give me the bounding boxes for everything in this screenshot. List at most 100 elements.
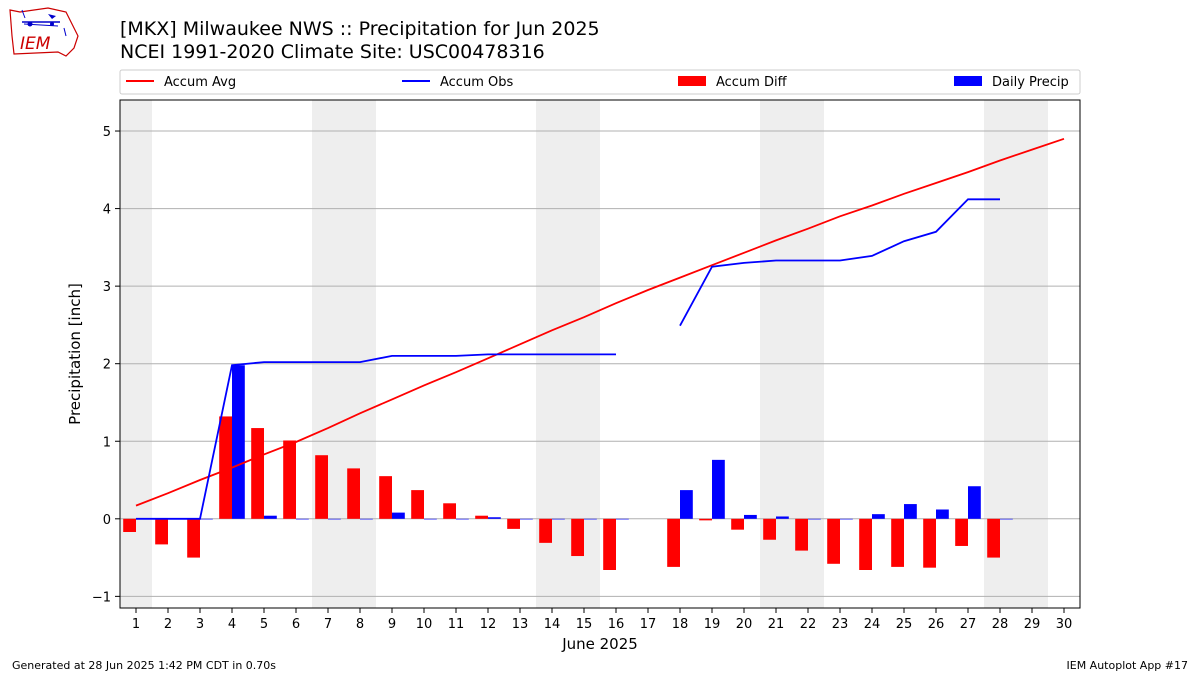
x-tick-label: 20 — [736, 617, 753, 632]
daily-precip-bar — [1000, 518, 1013, 520]
footer-generated: Generated at 28 Jun 2025 1:42 PM CDT in … — [12, 659, 277, 672]
x-tick-label: 17 — [640, 617, 657, 632]
x-tick-label: 12 — [480, 617, 497, 632]
x-tick-label: 25 — [896, 617, 913, 632]
accum-diff-bar — [475, 515, 488, 519]
x-tick-label: 13 — [512, 617, 529, 632]
x-axis-label: June 2025 — [561, 635, 638, 653]
daily-precip-bar — [744, 514, 757, 519]
x-tick-label: 10 — [416, 617, 433, 632]
accum-diff-bar — [219, 416, 232, 519]
accum-diff-bar — [571, 518, 584, 557]
x-tick-label: 5 — [260, 617, 268, 632]
plot-frame — [119, 99, 1081, 609]
accum-diff-bar — [699, 518, 712, 521]
accum-diff-bar — [411, 490, 424, 519]
daily-precip-bar — [360, 518, 373, 520]
y-tick-label: 2 — [103, 358, 111, 373]
accum-diff-bar — [731, 518, 744, 530]
accum-diff-bar — [315, 455, 328, 519]
x-tick-label: 21 — [768, 617, 785, 632]
chart-title-line1: [MKX] Milwaukee NWS :: Precipitation for… — [120, 18, 600, 40]
daily-precip-bar — [456, 518, 469, 520]
legend-label: Accum Obs — [440, 75, 513, 90]
accum-diff-bar — [987, 518, 1000, 558]
daily-precip-bar — [232, 365, 245, 519]
legend-swatch — [678, 76, 706, 86]
daily-precip-bar — [872, 514, 885, 519]
x-tick-label: 24 — [864, 617, 881, 632]
footer-app: IEM Autoplot App #17 — [1066, 659, 1189, 672]
x-tick-label: 29 — [1024, 617, 1041, 632]
daily-precip-bar — [936, 509, 949, 519]
accum-diff-bar — [955, 518, 968, 546]
x-tick-label: 4 — [228, 617, 236, 632]
daily-precip-bar — [488, 517, 501, 519]
accum-diff-bar — [891, 518, 904, 567]
accum-obs-line — [679, 198, 1000, 327]
accum-diff-bar — [155, 518, 168, 545]
accum-diff-bar — [187, 518, 200, 558]
accum-diff-bar — [347, 468, 360, 519]
daily-precip-bar — [680, 490, 693, 519]
x-tick-label: 27 — [960, 617, 977, 632]
daily-precip-bar — [296, 518, 309, 520]
legend-swatch — [954, 76, 982, 86]
daily-precip-bar — [808, 518, 821, 520]
daily-precip-bar — [328, 518, 341, 520]
y-tick-label: 3 — [103, 280, 111, 295]
daily-precip-bar — [904, 504, 917, 519]
x-tick-label: 7 — [324, 617, 332, 632]
accum-avg-line — [135, 137, 1065, 507]
accum-diff-bar — [443, 503, 456, 519]
daily-precip-bar — [776, 516, 789, 519]
x-tick-label: 26 — [928, 617, 945, 632]
daily-precip-bar — [616, 518, 629, 520]
y-tick-label: −1 — [92, 590, 111, 605]
x-tick-label: 3 — [196, 617, 204, 632]
daily-precip-bar — [200, 518, 213, 520]
x-tick-label: 15 — [576, 617, 593, 632]
weekend-shade — [312, 100, 376, 608]
x-tick-label: 28 — [992, 617, 1009, 632]
x-tick-label: 2 — [164, 617, 172, 632]
daily-precip-bar — [392, 512, 405, 519]
accum-diff-bar — [379, 476, 392, 519]
x-tick-label: 1 — [132, 617, 140, 632]
accum-diff-bar — [859, 518, 872, 570]
x-tick-label: 23 — [832, 617, 849, 632]
chart-title-line2: NCEI 1991-2020 Climate Site: USC00478316 — [120, 41, 545, 63]
daily-precip-bar — [552, 518, 565, 520]
logo-text: IEM — [20, 34, 51, 54]
x-tick-label: 11 — [448, 617, 465, 632]
y-tick-label: 1 — [103, 435, 111, 450]
y-tick-label: 5 — [103, 125, 111, 140]
daily-precip-bar — [712, 459, 725, 519]
accum-diff-bar — [603, 518, 616, 570]
x-tick-label: 14 — [544, 617, 561, 632]
accum-diff-bar — [795, 518, 808, 551]
accum-diff-bar — [507, 518, 520, 529]
accum-diff-bar — [123, 518, 136, 532]
accum-diff-bar — [283, 440, 296, 519]
daily-precip-bar — [968, 486, 981, 519]
legend-label: Daily Precip — [992, 75, 1069, 90]
x-tick-label: 19 — [704, 617, 721, 632]
accum-diff-bar — [539, 518, 552, 543]
x-tick-label: 9 — [388, 617, 396, 632]
daily-precip-bar — [424, 518, 437, 520]
accum-diff-bar — [763, 518, 776, 540]
daily-precip-bar — [840, 518, 853, 520]
y-tick-label: 0 — [103, 513, 111, 528]
legend-label: Accum Avg — [164, 75, 236, 90]
y-tick-label: 4 — [103, 203, 111, 218]
daily-precip-bar — [520, 518, 533, 520]
daily-precip-bar — [584, 518, 597, 520]
x-tick-label: 22 — [800, 617, 817, 632]
x-tick-label: 18 — [672, 617, 689, 632]
x-tick-label: 16 — [608, 617, 625, 632]
y-axis-label: Precipitation [inch] — [66, 283, 84, 425]
legend-label: Accum Diff — [716, 75, 788, 90]
